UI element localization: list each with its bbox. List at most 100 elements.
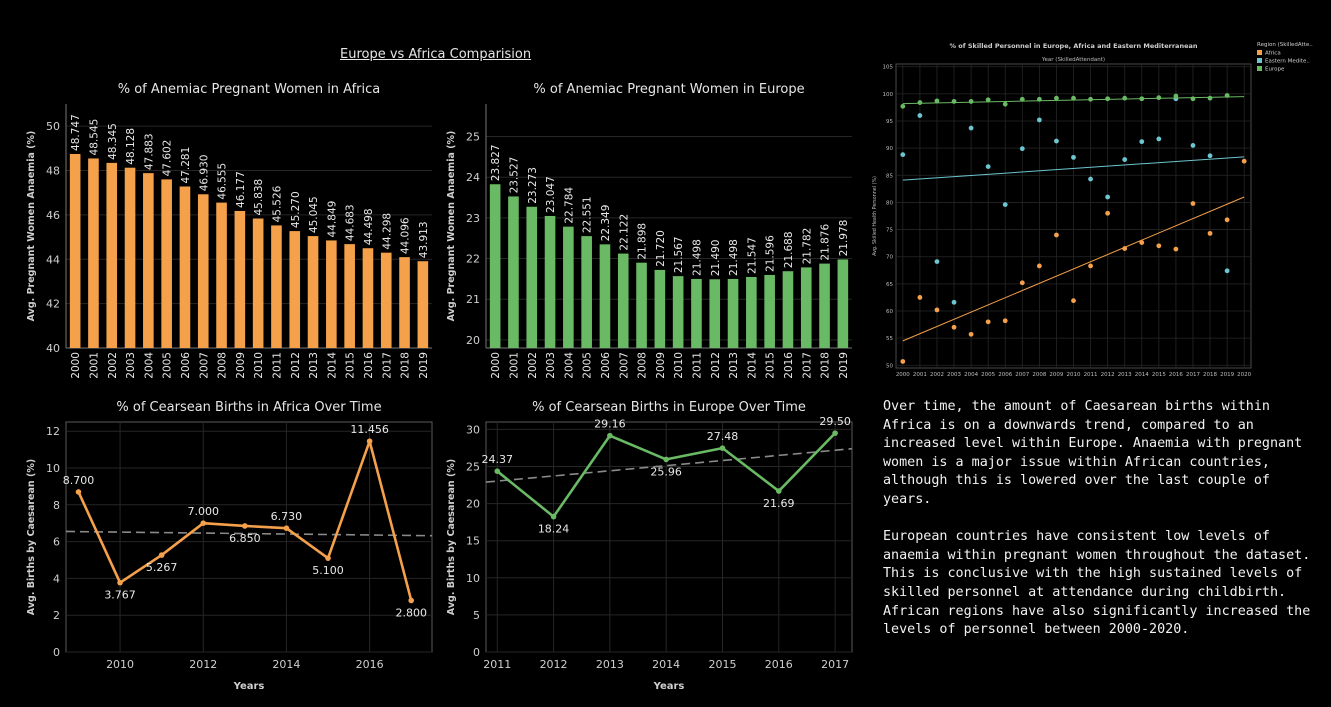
x-tick-label: 2014 — [326, 352, 338, 379]
data-label: 5.100 — [312, 564, 344, 577]
data-point — [1207, 230, 1213, 236]
y-tick-label: 95 — [886, 119, 893, 125]
bar — [691, 278, 702, 348]
data-point — [985, 164, 991, 170]
data-point — [1054, 232, 1059, 238]
y-tick-label: 48 — [46, 165, 60, 178]
legend-entry: Eastern Medite.. — [1265, 59, 1310, 65]
data-point — [663, 456, 669, 463]
x-tick-label: 2002 — [930, 372, 944, 378]
x-tick-label: 2008 — [217, 352, 229, 379]
x-tick-label: 2000 — [70, 352, 82, 379]
bar — [344, 244, 355, 348]
data-point — [1071, 298, 1076, 304]
bar-data-label: 45.045 — [308, 196, 320, 233]
data-point — [1122, 157, 1128, 162]
data-point — [408, 597, 415, 604]
y-axis-label: Avg. Skilled Health Personnel (%) — [872, 176, 878, 256]
data-point — [1071, 95, 1076, 101]
x-tick-label: 2013 — [308, 352, 320, 379]
x-tick-label: 2001 — [913, 372, 927, 378]
x-tick-label: 2006 — [998, 372, 1012, 378]
bar-data-label: 21.720 — [655, 230, 667, 267]
bar-data-label: 45.270 — [290, 191, 302, 228]
x-tick-label: 2000 — [896, 372, 910, 378]
data-point — [1173, 246, 1179, 252]
x-tick-label: 2020 — [1237, 372, 1251, 378]
series-line — [77, 439, 413, 601]
bar-data-label: 21.782 — [801, 228, 813, 265]
data-point — [366, 438, 373, 445]
bar-data-label: 44.849 — [326, 201, 338, 238]
x-tick-label: 2006 — [180, 352, 192, 379]
x-axis-label: Years — [233, 681, 265, 692]
x-tick-label: 2019 — [838, 352, 850, 379]
bar-data-label: 48.545 — [88, 119, 100, 156]
data-point — [917, 100, 923, 105]
data-label: 11.456 — [350, 423, 389, 436]
bar — [417, 261, 429, 348]
data-point — [1071, 154, 1076, 160]
chart-title: % of Cearsean Births in Europe Over Time — [532, 400, 806, 415]
trend-line — [902, 196, 1245, 342]
data-point — [1122, 246, 1128, 251]
x-axis-label: Year (SkilledAttendant) — [1041, 57, 1105, 63]
y-tick-label: 15 — [466, 535, 480, 548]
x-tick-label: 2007 — [198, 352, 210, 379]
y-tick-label: 20 — [466, 498, 480, 511]
y-tick-label: 23 — [466, 212, 480, 225]
legend-swatch — [1257, 66, 1262, 71]
x-tick-label: 2005 — [582, 352, 594, 379]
data-label: 6.730 — [271, 510, 303, 523]
data-point — [1036, 263, 1042, 269]
skilled-personnel-scatter-chart: % of Skilled Personnel in Europe, Africa… — [872, 42, 1313, 378]
bar-data-label: 46.555 — [217, 163, 229, 200]
commentary-paragraph: European countries have consistent low l… — [883, 529, 1311, 638]
bar — [88, 158, 99, 348]
bar — [636, 262, 647, 348]
x-tick-label: 2011 — [691, 352, 703, 379]
commentary-paragraph: Over time, the amount of Caesarean birth… — [883, 399, 1303, 507]
data-point — [900, 359, 906, 364]
y-tick-label: 100 — [883, 92, 894, 98]
x-tick-label: 2014 — [1135, 372, 1149, 378]
bar-data-label: 45.526 — [271, 185, 283, 222]
data-point — [1207, 95, 1213, 101]
bar-data-label: 22.551 — [582, 196, 594, 233]
bar — [819, 263, 830, 348]
x-tick-label: 2016 — [783, 352, 795, 379]
data-point — [1036, 96, 1042, 102]
y-tick-label: 21 — [466, 293, 480, 306]
y-tick-label: 55 — [886, 336, 893, 342]
bar-data-label: 48.747 — [70, 114, 82, 151]
bar-data-label: 46.930 — [198, 155, 210, 192]
bar — [489, 184, 501, 348]
bar — [581, 236, 592, 348]
dashboard-title-link[interactable]: Europe vs Africa Comparision — [340, 47, 532, 62]
data-point — [242, 523, 248, 529]
bar — [124, 167, 136, 348]
x-tick-label: 2016 — [1169, 372, 1183, 378]
x-tick-label: 2015 — [345, 352, 357, 379]
data-label: 6.850 — [229, 532, 261, 545]
y-axis-label: Avg. Births by Caesarean (%) — [446, 459, 457, 615]
x-tick-label: 2012 — [1101, 372, 1115, 378]
data-point — [934, 259, 940, 264]
bar-data-label: 23.527 — [508, 157, 520, 194]
bar — [672, 276, 684, 348]
bar — [399, 257, 410, 348]
x-tick-label: 2002 — [527, 352, 539, 379]
bar-data-label: 48.345 — [107, 123, 119, 160]
data-point — [1156, 136, 1162, 142]
y-axis-label: Avg. Pregnant Women Anaemia (%) — [26, 131, 37, 322]
legend-entry: Africa — [1265, 51, 1281, 57]
data-point — [1002, 202, 1008, 208]
x-tick-label: 2017 — [1186, 372, 1200, 378]
y-tick-label: 30 — [466, 423, 480, 436]
data-point — [1156, 95, 1162, 101]
x-tick-label: 2013 — [1118, 372, 1132, 378]
bar-data-label: 47.602 — [162, 140, 174, 177]
bar — [362, 248, 374, 348]
data-point — [1139, 139, 1145, 145]
bar — [727, 278, 739, 348]
